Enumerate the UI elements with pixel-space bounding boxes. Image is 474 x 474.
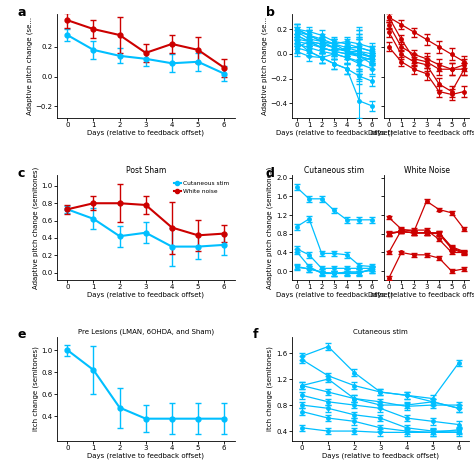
Y-axis label: itch change (semitones): itch change (semitones) — [267, 346, 273, 431]
Text: a: a — [18, 6, 26, 19]
Text: d: d — [266, 167, 275, 180]
Title: Cutaneous stim: Cutaneous stim — [304, 166, 365, 175]
X-axis label: Days (relative to feedback offset): Days (relative to feedback offset) — [87, 130, 204, 137]
X-axis label: Days (relative to feedback offset): Days (relative to feedback offset) — [368, 291, 474, 298]
Title: Pre Lesions (LMAN, 6OHDA, and Sham): Pre Lesions (LMAN, 6OHDA, and Sham) — [78, 329, 214, 336]
Title: Post Sham: Post Sham — [126, 166, 166, 175]
X-axis label: Days (relative to feedback offset): Days (relative to feedback offset) — [87, 291, 204, 298]
X-axis label: Days (relative to feedback offset): Days (relative to feedback offset) — [368, 130, 474, 137]
Text: b: b — [266, 6, 275, 19]
Y-axis label: Adaptive pitch change (se...: Adaptive pitch change (se... — [261, 17, 267, 115]
Y-axis label: Adaptive pitch change (semitones): Adaptive pitch change (semitones) — [267, 166, 273, 289]
X-axis label: Days (relative to feedback offset): Days (relative to feedback offset) — [276, 130, 393, 137]
X-axis label: Days (relative to feedback offset): Days (relative to feedback offset) — [87, 452, 204, 459]
Legend: Cutaneous stim, White noise: Cutaneous stim, White noise — [172, 178, 232, 196]
Y-axis label: Adaptive pitch change (semitones): Adaptive pitch change (semitones) — [32, 166, 39, 289]
Text: c: c — [18, 167, 25, 180]
X-axis label: Days (relative to feedback offset): Days (relative to feedback offset) — [276, 291, 393, 298]
Title: White Noise: White Noise — [403, 166, 449, 175]
Title: Cutaneous stim: Cutaneous stim — [353, 329, 408, 335]
Y-axis label: itch change (semitones): itch change (semitones) — [32, 346, 39, 431]
Y-axis label: Adaptive pitch change (se...: Adaptive pitch change (se... — [27, 17, 33, 115]
Text: f: f — [252, 328, 258, 341]
X-axis label: Days (relative to feedback offset): Days (relative to feedback offset) — [322, 452, 439, 459]
Text: e: e — [18, 328, 26, 341]
